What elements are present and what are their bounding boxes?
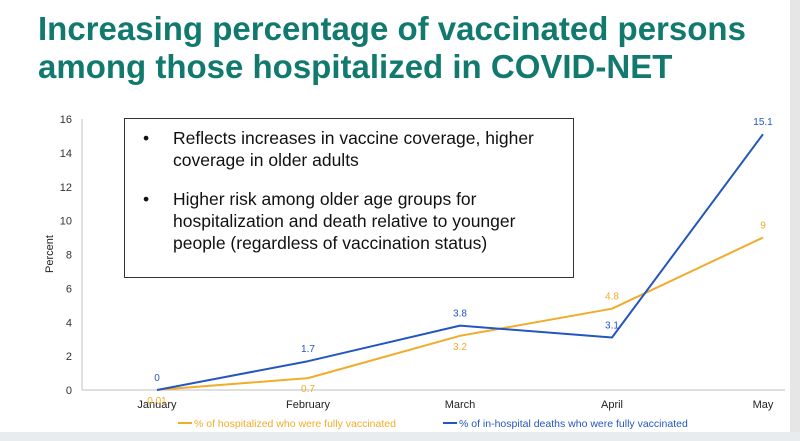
x-tick-label: May: [753, 399, 774, 411]
data-label: 0: [154, 373, 160, 384]
slide-title: Increasing percentage of vaccinated pers…: [38, 10, 746, 85]
y-axis-label: Percent: [44, 235, 56, 273]
data-label: 9: [760, 221, 766, 232]
data-label: 3.8: [453, 309, 467, 320]
legend-entry: % of in-hospital deaths who were fully v…: [459, 418, 688, 430]
bullet-dot-icon: •: [143, 128, 150, 148]
right-edge-strip: [790, 0, 800, 441]
data-label: 0.01: [147, 396, 167, 407]
legend-entry: % of hospitalized who were fully vaccina…: [194, 418, 396, 430]
callout-bullet: • Higher risk among older age groups for …: [143, 188, 559, 254]
series-lines: [156, 133, 764, 391]
data-label: 3.2: [453, 342, 467, 353]
x-tick-label: April: [601, 399, 623, 411]
series-line: [156, 236, 764, 391]
x-tick-label: February: [286, 399, 331, 411]
legend: % of hospitalized who were fully vaccina…: [178, 418, 688, 430]
data-label: 15.1: [753, 117, 773, 128]
data-label: 4.8: [605, 292, 619, 303]
y-tick-label: 2: [66, 351, 72, 363]
callout-bullet-text: Higher risk among older age groups for h…: [173, 189, 516, 253]
data-label: 0.7: [301, 384, 315, 395]
data-labels: 0.01 0.7 3.2 4.8 9 0 1.7 3.8 3.1 15.1: [147, 117, 773, 407]
y-axis: 0 2 4 6 8 10 12 14 16 Percent: [44, 114, 83, 397]
bottom-strip: [0, 432, 800, 441]
callout-bullet-list: • Reflects increases in vaccine coverage,…: [143, 127, 559, 254]
y-tick-label: 12: [60, 182, 72, 194]
data-label: 3.1: [605, 320, 619, 331]
x-tick-label: January: [137, 399, 177, 411]
callout-bullet-text: Reflects increases in vaccine coverage, …: [173, 128, 534, 170]
data-label: 1.7: [301, 344, 315, 355]
bullet-dot-icon: •: [143, 189, 150, 209]
y-tick-label: 6: [66, 283, 72, 295]
y-tick-label: 14: [60, 148, 72, 160]
y-tick-label: 4: [66, 317, 72, 329]
callout-box: • Reflects increases in vaccine coverage,…: [124, 118, 574, 278]
series-line: [156, 133, 764, 391]
x-tick-label: March: [445, 399, 476, 411]
y-tick-label: 10: [60, 216, 72, 228]
y-tick-label: 16: [60, 114, 72, 126]
callout-bullet: • Reflects increases in vaccine coverage,…: [143, 127, 559, 171]
y-tick-label: 8: [66, 250, 72, 262]
x-axis: January February March April May: [82, 389, 785, 411]
y-tick-label: 0: [66, 385, 72, 397]
